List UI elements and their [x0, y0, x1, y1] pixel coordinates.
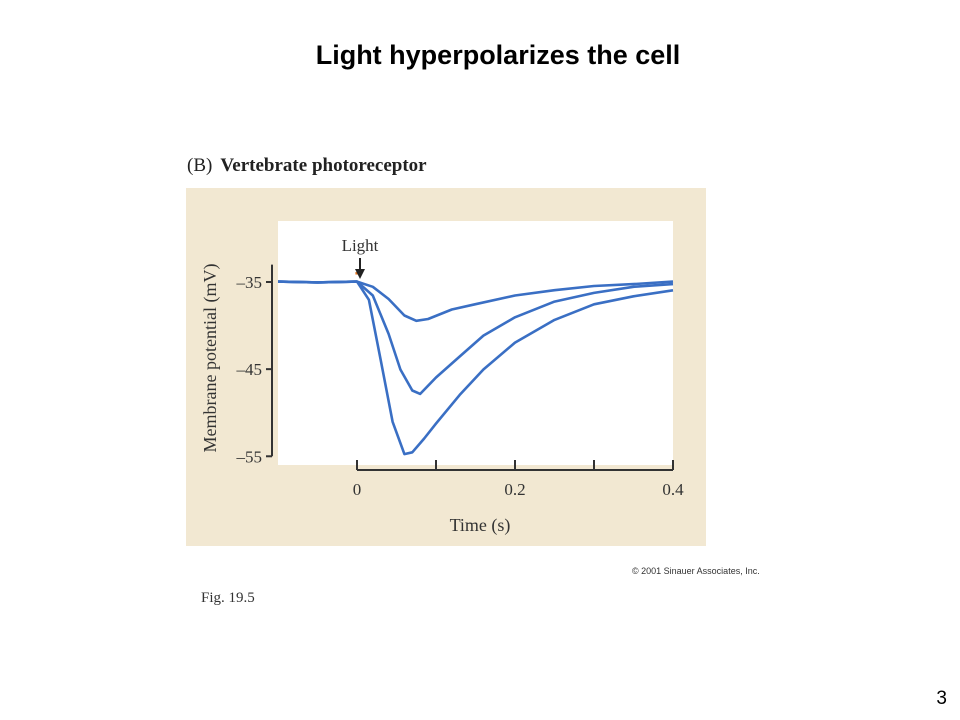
page-number: 3 — [936, 688, 947, 709]
annotation-layer: Light — [342, 236, 379, 279]
series-line-2 — [277, 280, 674, 396]
x-axis-label: Time (s) — [450, 515, 511, 536]
axes: –35 –45 –55 0 0.2 0.4 — [236, 264, 684, 499]
panel-title-text: Vertebrate photoreceptor — [220, 155, 427, 176]
light-annotation-label: Light — [342, 236, 379, 255]
x-tick-label: 0.4 — [662, 480, 684, 499]
series-line-1 — [277, 280, 674, 323]
y-tick-label: –55 — [236, 447, 263, 466]
panel-letter: (B) — [187, 155, 213, 176]
slide-title: Light hyperpolarizes the cell — [315, 40, 681, 70]
figure-number: Fig. 19.5 — [201, 590, 255, 606]
x-tick-label: 0 — [353, 480, 362, 499]
membrane-potential-chart: –35 –45 –55 0 0.2 0.4 Light Time (s) Membrane… — [200, 221, 684, 536]
series-layer — [277, 280, 674, 456]
y-tick-label: –45 — [236, 360, 263, 379]
series-line-3 — [277, 280, 674, 456]
y-axis-label: Membrane potential (mV) — [200, 264, 221, 453]
light-arrow-head — [355, 269, 365, 279]
x-tick-label: 0.2 — [504, 480, 525, 499]
copyright-notice: © 2001 Sinauer Associates, Inc. — [632, 566, 760, 576]
figure-panel-title: (B) Vertebrate photoreceptor — [187, 155, 427, 177]
y-tick-label: –35 — [236, 273, 263, 292]
